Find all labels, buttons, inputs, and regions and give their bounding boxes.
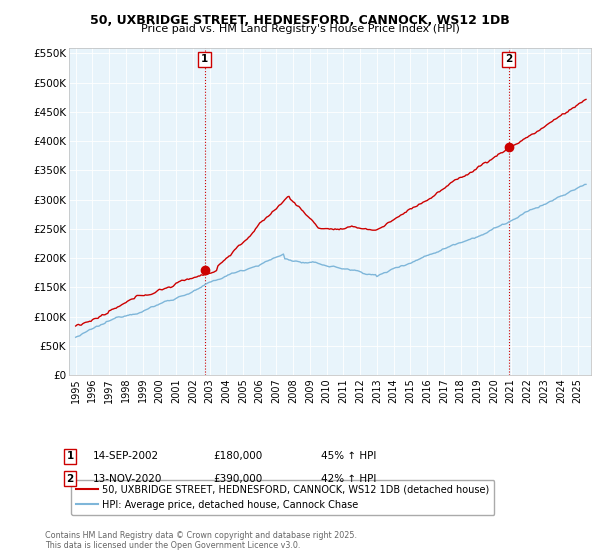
Text: 13-NOV-2020: 13-NOV-2020 [93, 474, 163, 484]
Text: £390,000: £390,000 [213, 474, 262, 484]
Text: 1: 1 [201, 54, 208, 64]
Text: 14-SEP-2002: 14-SEP-2002 [93, 451, 159, 461]
Text: £180,000: £180,000 [213, 451, 262, 461]
Text: 42% ↑ HPI: 42% ↑ HPI [321, 474, 376, 484]
Text: 50, UXBRIDGE STREET, HEDNESFORD, CANNOCK, WS12 1DB: 50, UXBRIDGE STREET, HEDNESFORD, CANNOCK… [90, 14, 510, 27]
Text: 2: 2 [67, 474, 74, 484]
Text: 1: 1 [67, 451, 74, 461]
Text: 45% ↑ HPI: 45% ↑ HPI [321, 451, 376, 461]
Legend: 50, UXBRIDGE STREET, HEDNESFORD, CANNOCK, WS12 1DB (detached house), HPI: Averag: 50, UXBRIDGE STREET, HEDNESFORD, CANNOCK… [71, 480, 494, 515]
Text: Contains HM Land Registry data © Crown copyright and database right 2025.
This d: Contains HM Land Registry data © Crown c… [45, 530, 357, 550]
Text: Price paid vs. HM Land Registry's House Price Index (HPI): Price paid vs. HM Land Registry's House … [140, 24, 460, 34]
Text: 2: 2 [505, 54, 512, 64]
